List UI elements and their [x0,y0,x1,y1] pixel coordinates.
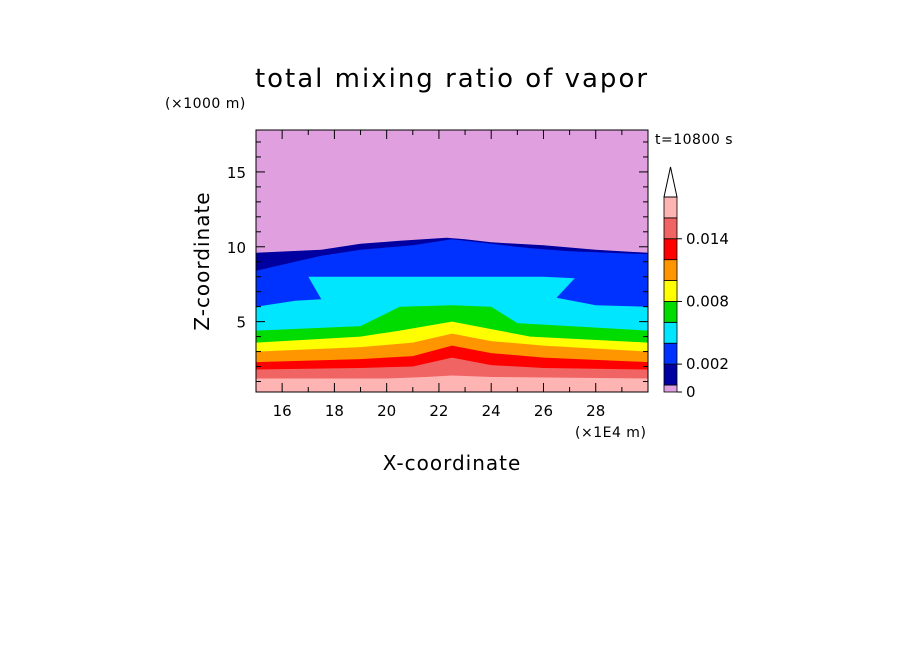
y-axis: 5 10 15 [227,141,648,383]
plot-area [256,130,648,392]
colorbar-segment [663,280,678,302]
colorbar-tick-label: 0.002 [686,355,729,373]
contour-band-pink_top [256,375,648,392]
colorbar-extend-arrow [663,166,678,198]
x-tick-label: 22 [429,402,448,420]
x-axis: 16 18 20 22 24 26 28 [255,130,649,420]
x-tick-label: 20 [377,402,396,420]
x-tick-label: 26 [534,402,553,420]
colorbar-tick-label: 0.008 [686,292,729,310]
colorbar-segment [663,238,678,261]
y-unit-label: (×1000 m) [165,96,246,112]
x-tick-label: 28 [586,402,605,420]
colorbar-segment [663,301,678,323]
colorbar-segment [663,217,678,240]
chart-title: total mixing ratio of vapor [255,64,649,94]
y-tick-label: 10 [227,239,246,257]
colorbar-segment [663,196,678,219]
x-tick-label: 18 [325,402,344,420]
y-tick-label: 15 [227,164,246,182]
colorbar-tick-label: 0.014 [686,230,729,248]
colorbar-segment [663,363,678,386]
x-unit-label: (×1E4 m) [575,425,646,441]
colorbar-segment [663,342,678,365]
colorbar: 0 0.002 0.008 0.014 [663,166,729,401]
x-axis-label: X-coordinate [383,451,522,475]
colorbar-segment [663,259,678,281]
x-tick-label: 16 [273,402,292,420]
colorbar-segment [663,384,678,393]
plot-frame [255,129,649,393]
colorbar-segment [663,321,678,344]
y-tick-label: 5 [236,314,246,332]
y-axis-label: Z-coordinate [190,191,214,330]
colorbar-tick-label: 0 [686,383,696,401]
x-tick-label: 24 [482,402,501,420]
time-label: t=10800 s [655,132,733,148]
